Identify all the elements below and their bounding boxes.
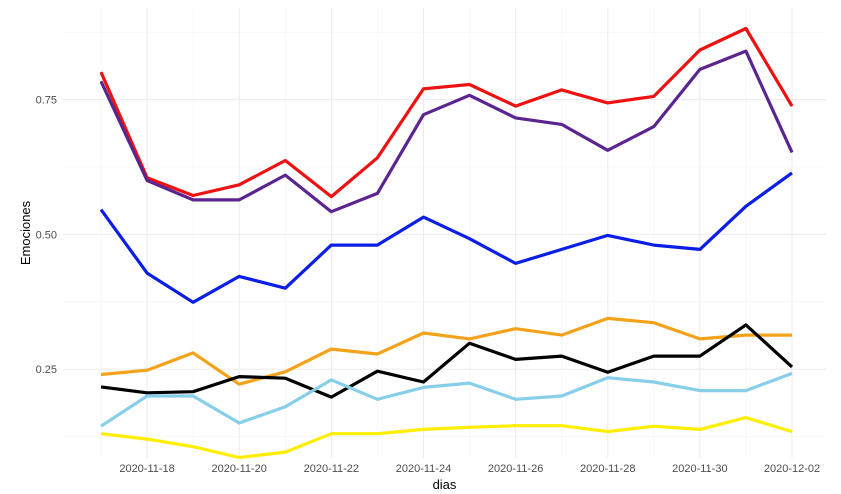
x-tick-label: 2020-11-30 <box>672 463 727 475</box>
x-axis-ticks: 2020-11-18 2020-11-20 2020-11-22 2020-11-24… <box>119 463 820 475</box>
y-axis-ticks: 0.25 0.50 0.75 <box>36 95 57 376</box>
x-axis-title: dias <box>433 477 457 492</box>
x-tick-label: 2020-11-24 <box>396 463 451 475</box>
y-tick-label: 0.75 <box>36 95 57 107</box>
series-line-skyblue <box>100 371 793 428</box>
series-line-blue <box>99 171 793 304</box>
x-tick-label: 2020-11-22 <box>304 463 359 475</box>
x-tick-label: 2020-12-02 <box>764 463 820 475</box>
series-line-black <box>100 323 794 399</box>
x-tick-label: 2020-11-20 <box>211 463 266 475</box>
x-tick-label: 2020-11-18 <box>119 463 174 475</box>
y-tick-label: 0.50 <box>36 229 57 241</box>
y-tick-label: 0.25 <box>36 364 57 376</box>
x-tick-label: 2020-11-26 <box>488 463 543 475</box>
y-axis-title: Emociones <box>18 200 33 265</box>
series-line-orange <box>100 316 792 386</box>
minor-gridlines <box>63 8 826 458</box>
series-line-purple <box>99 49 794 214</box>
series-line-red <box>99 26 794 199</box>
series-lines <box>99 26 794 460</box>
x-tick-label: 2020-11-28 <box>580 463 635 475</box>
series-line-yellow <box>100 416 793 460</box>
